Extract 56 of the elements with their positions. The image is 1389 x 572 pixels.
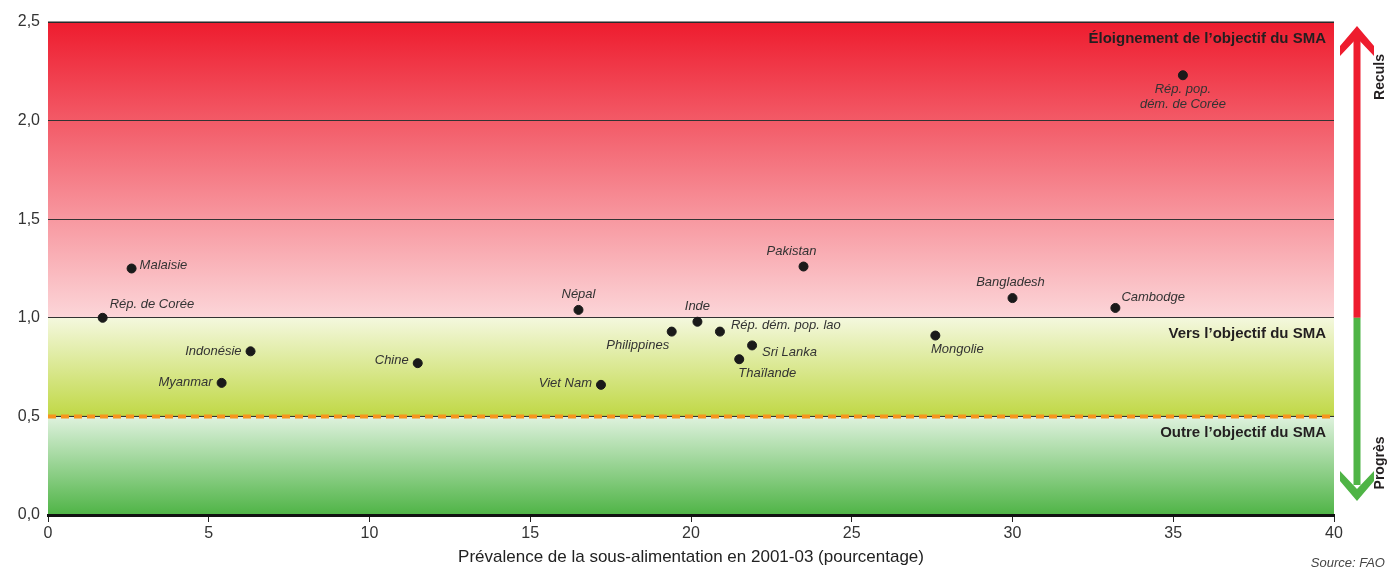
x-tick-label: 40 — [1325, 524, 1343, 542]
x-tick-label: 30 — [1003, 524, 1022, 542]
y-tick-label: 2,5 — [17, 12, 41, 30]
series-label: Rép. de Corée — [109, 296, 195, 312]
x-axis-title: Prévalence de la sous-alimentation en 2001-03 (pourcentage) — [458, 547, 924, 567]
source-note: Source: FAO — [1310, 555, 1385, 570]
point — [412, 358, 423, 369]
point — [930, 330, 941, 341]
band-label: Vers l’objectif du SMA — [1168, 324, 1327, 342]
band-label: Outre l’objectif du SMA — [1160, 423, 1327, 441]
series-label: Indonésie — [185, 342, 242, 358]
point — [714, 326, 725, 337]
series-label: Cambodge — [1121, 288, 1185, 304]
point — [1110, 302, 1121, 313]
y-tick-label: 0,0 — [17, 505, 41, 523]
point — [747, 340, 758, 351]
series-label: Chine — [374, 351, 409, 367]
y-tick-label: 2,0 — [17, 111, 41, 129]
series-label: Mongolie — [930, 341, 984, 357]
series-label: Rép. dém. pop. lao — [730, 317, 841, 333]
series-label: Philippines — [606, 337, 670, 353]
point — [573, 304, 584, 315]
point — [666, 326, 677, 337]
point — [595, 379, 606, 390]
y-tick-label: 0,5 — [17, 406, 41, 424]
point — [1177, 70, 1188, 81]
series-label: Sri Lanka — [762, 344, 818, 360]
series-label: Népal — [561, 285, 597, 301]
point — [734, 354, 745, 365]
point — [692, 316, 703, 327]
point — [1007, 293, 1018, 304]
series-label: Bangladesh — [976, 273, 1045, 289]
x-tick-label: 25 — [842, 524, 861, 542]
series-label: Viet Nam — [538, 375, 593, 391]
y-tick-label: 1,5 — [17, 209, 41, 227]
x-tick-label: 15 — [521, 524, 540, 542]
x-tick-label: 0 — [43, 524, 53, 542]
x-tick-label: 10 — [360, 524, 379, 542]
series-label: Malaisie — [139, 257, 188, 273]
band-label: Éloignement de l’objectif du SMA — [1088, 28, 1327, 46]
point — [126, 263, 137, 274]
point — [798, 261, 809, 272]
series-label: Inde — [684, 298, 711, 314]
series-label: Thaïlande — [738, 364, 797, 380]
point — [216, 377, 227, 388]
text: Progrès — [1371, 436, 1387, 490]
series-label: Rép. pop. dém. de Corée — [1139, 80, 1226, 111]
text: Reculs — [1371, 53, 1387, 100]
y-tick-label: 1,0 — [17, 308, 41, 326]
x-tick-label: 20 — [682, 524, 700, 542]
point — [245, 346, 256, 357]
x-tick-label: 35 — [1164, 524, 1183, 542]
series-label: Pakistan — [766, 243, 817, 259]
x-tick-label: 5 — [204, 524, 214, 542]
series-label: Myanmar — [158, 374, 214, 390]
point — [97, 312, 108, 323]
